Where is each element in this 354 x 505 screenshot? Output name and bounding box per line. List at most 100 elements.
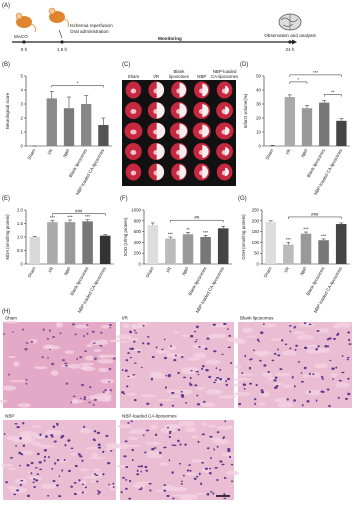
nucleus	[329, 359, 332, 362]
image-label: I/R	[122, 316, 129, 321]
nucleus	[151, 377, 153, 381]
nucleus	[171, 471, 174, 474]
x-tick-label: Sham	[145, 266, 155, 279]
nucleus	[97, 446, 102, 449]
time-dot	[60, 40, 64, 44]
significance-bracket	[288, 216, 342, 219]
nucleus	[127, 422, 130, 424]
nucleus	[140, 465, 143, 468]
tissue-texture	[79, 468, 90, 472]
significance-label: ***	[203, 230, 208, 235]
nucleus	[260, 389, 264, 392]
nucleus	[91, 330, 95, 333]
tissue-texture	[128, 338, 140, 341]
tissue-texture	[171, 494, 190, 497]
nucleus	[59, 332, 62, 335]
nucleus	[2, 333, 6, 335]
nucleus	[127, 375, 130, 378]
tissue-texture	[281, 350, 297, 356]
phase-label: Monitoring	[158, 36, 182, 41]
tissue-texture	[315, 327, 330, 334]
nucleus	[33, 478, 36, 481]
nucleus	[295, 344, 299, 347]
nucleus	[42, 328, 45, 331]
nucleus	[228, 334, 231, 337]
nucleus	[178, 462, 182, 465]
nucleus	[203, 400, 206, 403]
tissue-texture	[342, 322, 351, 329]
nucleus	[348, 343, 352, 345]
nucleus	[136, 473, 140, 476]
nucleus	[33, 486, 36, 488]
y-axis-label: Infarct volume(%)	[243, 93, 248, 128]
nucleus	[83, 398, 87, 401]
nucleus	[219, 460, 223, 463]
nucleus	[190, 334, 194, 338]
nucleus	[163, 484, 167, 487]
bar	[300, 233, 312, 264]
nucleus	[65, 382, 69, 385]
column-label: Sham	[128, 74, 140, 79]
panel-label: (G)	[238, 196, 247, 202]
nucleus	[56, 423, 59, 427]
significance-label: ***	[67, 214, 72, 219]
tissue-texture	[227, 425, 234, 430]
nucleus	[64, 444, 67, 447]
nucleus	[165, 374, 168, 377]
tissue-texture	[116, 464, 129, 468]
nucleus	[263, 364, 267, 367]
nucleus	[324, 344, 328, 348]
nucleus	[125, 487, 128, 490]
x-tick-label: NBP	[299, 266, 308, 276]
nucleus	[288, 325, 292, 327]
tissue-texture	[333, 324, 343, 329]
nucleus	[129, 479, 132, 483]
nucleus	[22, 422, 25, 425]
nucleus	[52, 425, 56, 429]
nucleus	[50, 362, 55, 366]
nucleus	[79, 455, 83, 458]
nucleus	[260, 390, 265, 394]
infarct-area	[202, 165, 209, 179]
tissue-texture	[26, 476, 36, 479]
nucleus	[254, 398, 257, 401]
infarct-area	[179, 164, 187, 180]
bar	[64, 222, 76, 264]
nucleus	[223, 322, 227, 326]
y-tick-label: 0	[21, 262, 24, 267]
timeline-label: Ischemia reperfusion	[70, 23, 113, 28]
nucleus	[193, 477, 197, 480]
nucleus	[289, 330, 292, 333]
nucleus	[50, 436, 54, 438]
infarct-area	[156, 163, 165, 181]
tissue-texture	[232, 383, 244, 387]
tissue-texture	[93, 348, 102, 353]
nucleus	[164, 386, 168, 389]
nucleus	[48, 329, 51, 332]
infarct-area	[202, 145, 209, 158]
y-tick-label: 0	[257, 262, 260, 267]
tissue-texture	[33, 366, 48, 370]
nucleus	[43, 449, 48, 452]
tissue-texture	[93, 393, 112, 399]
tissue-texture	[227, 457, 236, 460]
tissue-texture	[43, 344, 55, 349]
nucleus	[93, 473, 97, 475]
tissue-texture	[274, 372, 292, 377]
tissue-texture	[254, 350, 271, 356]
tissue-texture	[155, 489, 167, 492]
time-label: 1.5 h	[57, 47, 68, 52]
nucleus	[55, 484, 59, 487]
nucleus	[171, 391, 175, 395]
nucleus	[5, 481, 9, 484]
nucleus	[215, 367, 218, 370]
image-label: Blank liposomes	[240, 316, 274, 321]
nucleus	[249, 382, 253, 385]
nucleus	[89, 385, 92, 389]
nucleus	[125, 466, 129, 468]
tissue-texture	[27, 471, 35, 474]
nucleus	[214, 467, 218, 469]
tissue-texture	[158, 350, 170, 354]
column-label: NBP	[197, 74, 206, 79]
nucleus	[151, 355, 155, 359]
